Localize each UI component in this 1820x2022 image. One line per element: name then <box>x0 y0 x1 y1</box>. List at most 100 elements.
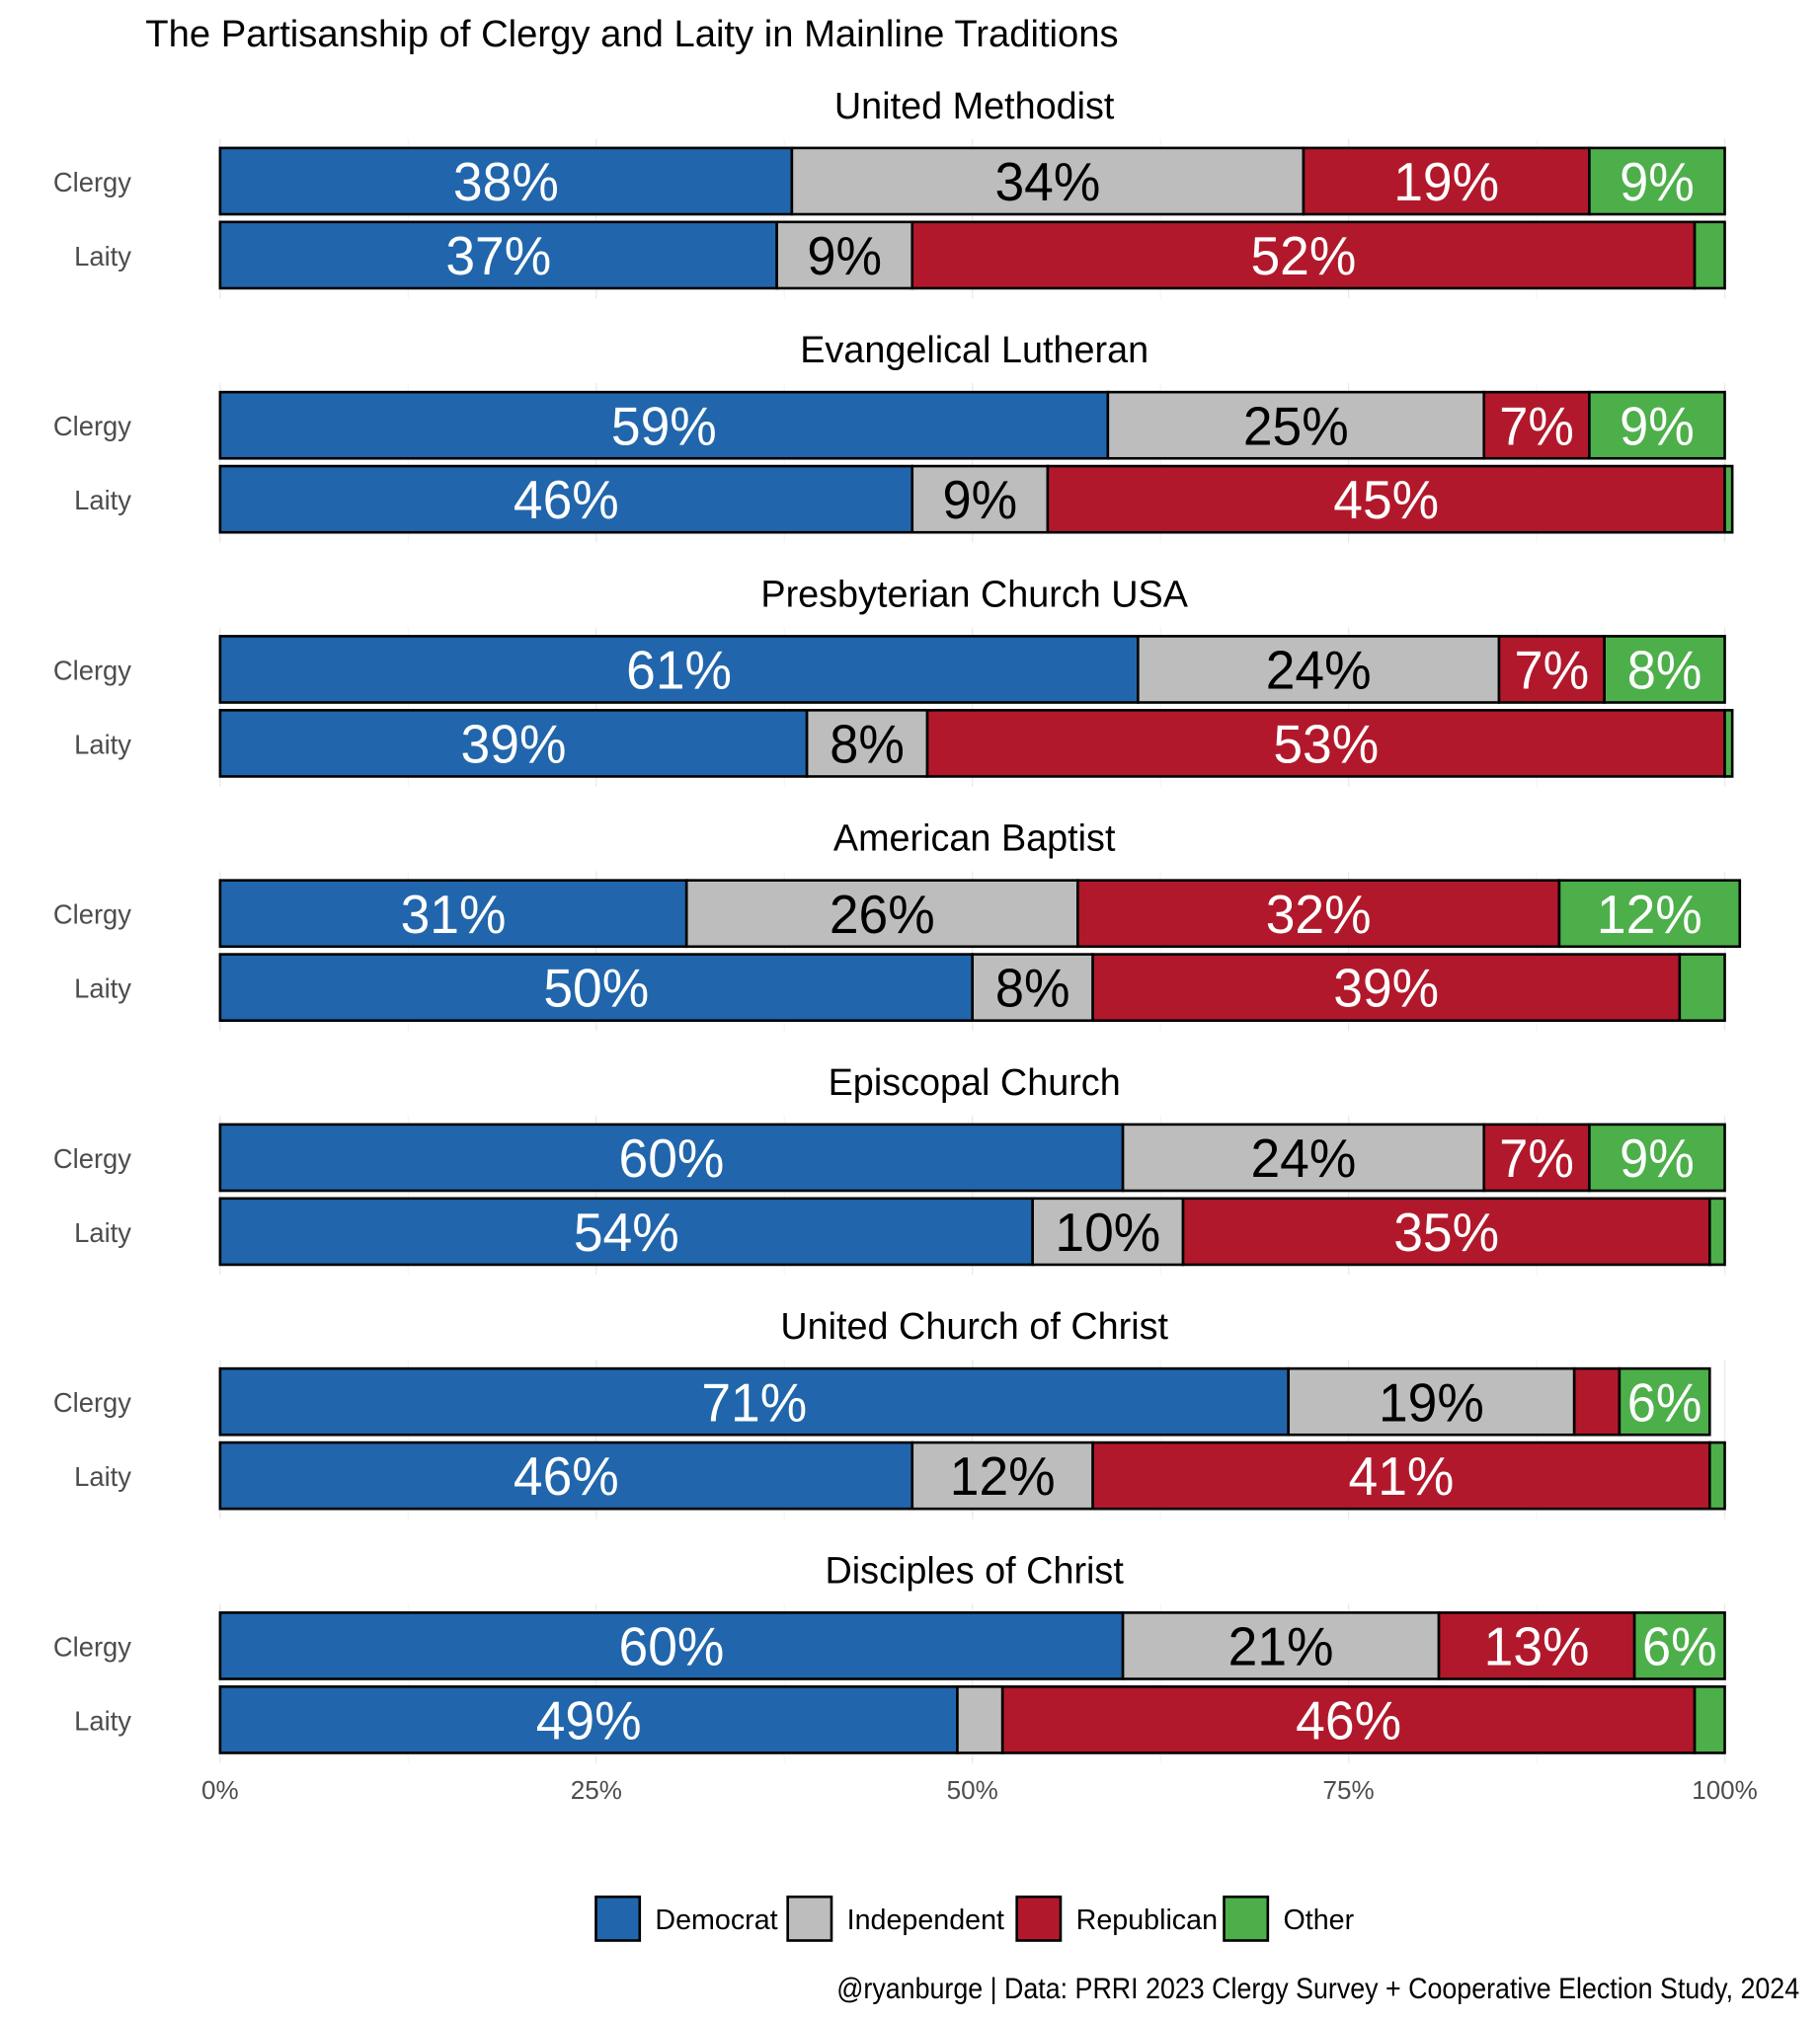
data-label: 32% <box>1266 884 1372 945</box>
data-label: 61% <box>626 640 732 701</box>
data-label: 9% <box>1620 151 1695 212</box>
bar-segment-independent <box>1031 1197 1185 1267</box>
panel-title: Disciples of Christ <box>826 1550 1125 1592</box>
legend: Democrat Independent Republican Other <box>594 1895 1355 1942</box>
chart-title: The Partisanship of Clergy and Laity in … <box>145 14 1118 55</box>
data-label: 6% <box>1627 1371 1702 1433</box>
row-label: Clergy <box>53 1143 131 1174</box>
bar-segment-other <box>1588 390 1726 460</box>
bar-segment-other <box>1632 1611 1726 1680</box>
bar-segment-independent <box>790 146 1306 216</box>
bar-segment-democrat <box>218 635 1140 704</box>
data-label: 37% <box>445 225 551 286</box>
data-label: 21% <box>1228 1616 1334 1677</box>
bar-segment-republican <box>1076 879 1561 949</box>
bar-segment-other <box>1707 1440 1726 1511</box>
panel-title: Evangelical Lutheran <box>800 330 1148 371</box>
data-label: 12% <box>950 1445 1056 1507</box>
panel: United Church of Christ Clergy 71% 19% 6% Lai… <box>53 1306 1726 1511</box>
bar-segment-other <box>1693 1685 1726 1754</box>
bar-segment-democrat <box>218 1123 1125 1193</box>
panel: Disciples of Christ Clergy 60% 21% 13% 6% Lait… <box>53 1550 1726 1754</box>
data-label: 52% <box>1250 225 1356 286</box>
x-tick-label: 50% <box>947 1775 998 1805</box>
x-axis: 0% 25% 50% 75% 100% <box>201 1775 1758 1805</box>
bar-segment-democrat <box>218 1440 914 1511</box>
row-label: Laity <box>74 241 131 272</box>
bar-segment-democrat <box>218 220 778 290</box>
panel-title: Presbyterian Church USA <box>760 574 1188 615</box>
bar-segment-other <box>1693 220 1726 290</box>
data-label: 9% <box>1620 1128 1695 1189</box>
legend-swatch-independent <box>786 1895 833 1942</box>
bar-segment-republican <box>925 709 1726 778</box>
bar-segment-republican <box>1000 1685 1697 1754</box>
bar-segment-democrat <box>218 879 688 949</box>
data-label: 39% <box>461 713 567 774</box>
bar-segment-republican <box>1572 1366 1622 1437</box>
bar-segment-democrat <box>218 1611 1125 1680</box>
data-label: 41% <box>1349 1445 1455 1507</box>
row-label: Clergy <box>53 899 131 930</box>
data-label: 7% <box>1499 395 1574 456</box>
bar-segment-other <box>1723 709 1734 778</box>
legend-label: Independent <box>847 1905 1004 1936</box>
bar-segment-independent <box>684 879 1079 949</box>
panel: Evangelical Lutheran Clergy 59% 25% 7% 9% Lait… <box>53 330 1734 534</box>
bar-segment-independent <box>1121 1123 1486 1193</box>
bar-segment-other <box>1588 146 1726 216</box>
bar-segment-republican <box>1091 953 1682 1023</box>
data-label: 31% <box>401 884 507 945</box>
bar-segment-democrat <box>218 390 1110 460</box>
row-label: Laity <box>74 973 131 1004</box>
x-tick-label: 100% <box>1692 1775 1758 1805</box>
data-label: 7% <box>1515 640 1590 701</box>
data-label: 46% <box>514 1445 619 1507</box>
data-label: 25% <box>1243 395 1349 456</box>
legend-label: Other <box>1283 1905 1354 1936</box>
gridlines <box>219 138 1726 1763</box>
data-label: 54% <box>574 1202 679 1263</box>
data-label: 38% <box>453 151 559 212</box>
row-label: Laity <box>74 729 131 759</box>
panel-title: United Methodist <box>834 86 1115 127</box>
data-label: 19% <box>1393 151 1499 212</box>
data-label: 6% <box>1642 1616 1717 1677</box>
data-label: 26% <box>830 884 935 945</box>
data-label: 12% <box>1597 884 1702 945</box>
data-label: 8% <box>1627 640 1702 701</box>
data-label: 60% <box>619 1616 725 1677</box>
bar-segment-independent <box>1121 1611 1441 1680</box>
bar-segment-other <box>1557 879 1742 949</box>
data-label: 34% <box>994 151 1100 212</box>
row-label: Laity <box>74 485 131 515</box>
bar-segment-other <box>1707 1197 1726 1267</box>
panel: United Methodist Clergy 38% 34% 19% 9% Laity 37… <box>53 86 1726 290</box>
bar-segment-republican <box>1482 390 1591 460</box>
data-label: 8% <box>995 958 1070 1019</box>
data-label: 24% <box>1250 1128 1356 1189</box>
bar-segment-independent <box>910 1440 1094 1511</box>
data-label: 9% <box>807 225 882 286</box>
bar-segment-republican <box>1497 635 1606 704</box>
bar-segment-republican <box>1091 1440 1711 1511</box>
bar-segment-democrat <box>218 1366 1290 1437</box>
bar-segment-other <box>1618 1366 1711 1437</box>
bar-segment-democrat <box>218 953 975 1023</box>
bar-segment-other <box>1588 1123 1726 1193</box>
bar-segment-republican <box>1302 146 1591 216</box>
panels: United Methodist Clergy 38% 34% 19% 9% Laity 37… <box>53 86 1742 1754</box>
data-label: 53% <box>1273 713 1379 774</box>
data-label: 19% <box>1379 1371 1484 1433</box>
bar-segment-independent <box>971 953 1094 1023</box>
data-label: 9% <box>1620 395 1695 456</box>
legend-label: Democrat <box>655 1905 777 1936</box>
row-label: Laity <box>74 1705 131 1736</box>
legend-swatch-democrat <box>594 1895 642 1942</box>
bar-segment-republican <box>1482 1123 1591 1193</box>
legend-swatch-republican <box>1015 1895 1063 1942</box>
x-tick-label: 0% <box>201 1775 239 1805</box>
bar-segment-republican <box>1181 1197 1711 1267</box>
data-label: 13% <box>1484 1616 1590 1677</box>
bar-segment-independent <box>956 1685 1004 1754</box>
